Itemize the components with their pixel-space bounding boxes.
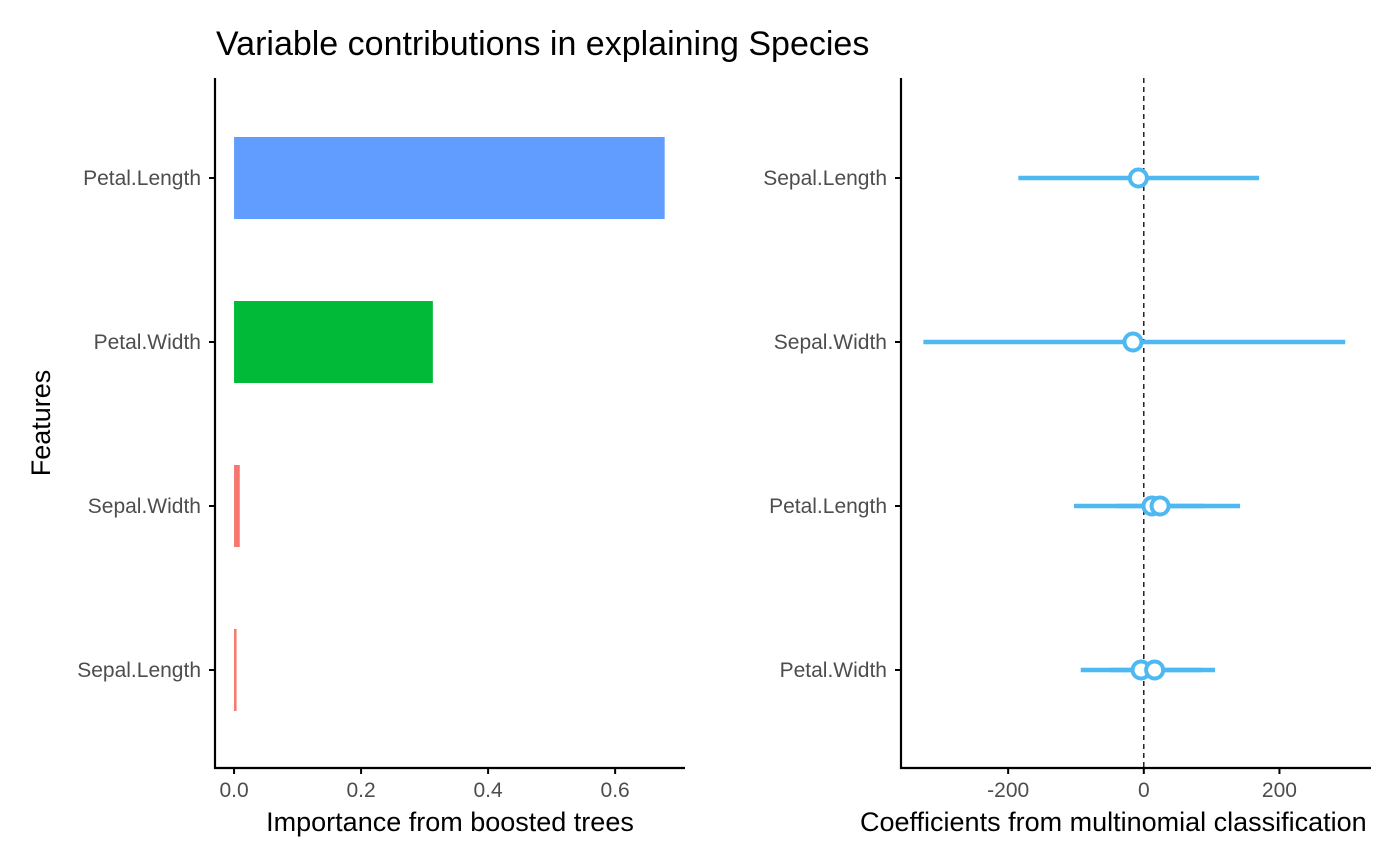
coefficient-point: [1127, 167, 1149, 189]
y-tick-label: Petal.Length: [83, 167, 201, 190]
importance-x-ticks: 0.0 0.2 0.4 0.6: [219, 768, 630, 802]
importance-panel: Petal.Length Petal.Width Sepal.Width Sepal.…: [26, 78, 685, 837]
x-tick-label: 0.4: [474, 779, 504, 802]
importance-y-ticks: Petal.Length Petal.Width Sepal.Width Sepal.…: [77, 167, 215, 682]
y-tick-label: Sepal.Width: [88, 495, 201, 518]
features-y-axis-title: Features: [26, 370, 56, 477]
y-tick-label: Sepal.Length: [763, 167, 887, 190]
x-tick-label: -200: [987, 779, 1029, 802]
importance-bar: [234, 465, 240, 547]
importance-bar: [234, 137, 665, 219]
importance-bar: [234, 629, 237, 711]
x-tick-label: 0.0: [219, 779, 248, 802]
coefficients-x-ticks: -200 0 200: [987, 768, 1297, 802]
x-tick-label: 0.2: [346, 779, 375, 802]
importance-x-axis-title: Importance from boosted trees: [266, 807, 634, 837]
x-tick-label: 0.6: [601, 779, 630, 802]
y-tick-label: Petal.Length: [769, 495, 887, 518]
y-tick-label: Petal.Width: [94, 331, 201, 354]
coefficient-point: [1122, 331, 1144, 353]
coefficient-marks: [923, 167, 1346, 681]
x-tick-label: 200: [1262, 779, 1297, 802]
coefficients-x-axis-title: Coefficients from multinomial classifica…: [860, 807, 1367, 837]
coefficient-point: [1144, 659, 1166, 681]
coefficients-panel: Sepal.Length Sepal.Width Petal.Length Petal…: [763, 78, 1371, 837]
y-tick-label: Sepal.Length: [77, 659, 201, 682]
importance-bars: [234, 137, 665, 711]
x-tick-label: 0: [1138, 779, 1150, 802]
coefficients-y-ticks: Sepal.Length Sepal.Width Petal.Length Petal…: [763, 167, 901, 682]
coefficient-point: [1149, 495, 1171, 517]
y-tick-label: Petal.Width: [780, 659, 887, 682]
chart-title: Variable contributions in explaining Spe…: [216, 25, 869, 63]
importance-bar: [234, 301, 433, 383]
y-tick-label: Sepal.Width: [774, 331, 887, 354]
